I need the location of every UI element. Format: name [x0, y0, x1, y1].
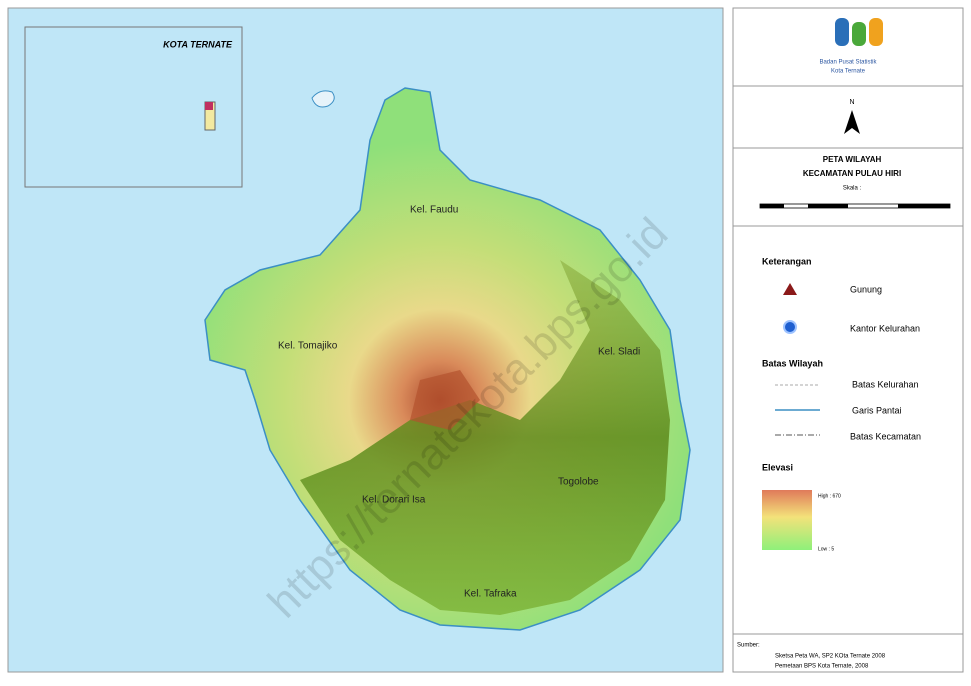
legend-symbol [783, 283, 797, 295]
logo-text: Badan Pusat Statistik [819, 60, 877, 66]
side-panel [732, 7, 964, 673]
legend-text: Batas Kelurahan [852, 379, 919, 389]
legend-text: Low : 5 [818, 546, 834, 552]
place-label: Togolobe [558, 477, 599, 488]
legend-heading: Elevasi [762, 462, 793, 472]
map-title: KECAMATAN PULAU HIRI [803, 169, 901, 178]
place-label: Kel. Faudu [410, 205, 458, 216]
logo [835, 18, 883, 46]
place-label: Kel. Tomajiko [278, 341, 338, 352]
scale-label: Skala : [843, 186, 862, 192]
source-text: Pemetaan BPS Kota Ternate, 2008 [775, 664, 869, 670]
lowland-forest [300, 260, 670, 615]
north-arrow [844, 110, 860, 134]
legend-heading: Batas Wilayah [762, 358, 823, 368]
place-label: Kel. Tafraka [464, 589, 517, 600]
logo-text: Kota Ternate [831, 69, 866, 75]
elevation-ramp [762, 490, 812, 550]
place-label: Kel. Sladi [598, 347, 640, 358]
place-label: Kel. Dorari Isa [362, 495, 426, 506]
map-title: PETA WILAYAH [823, 155, 882, 164]
legend-text: Gunung [850, 284, 882, 294]
source-heading: Sumber: [737, 643, 760, 649]
legend-symbol [783, 320, 797, 334]
inset-highlight [205, 102, 213, 110]
peak [410, 370, 480, 430]
inset-title: KOTA TERNATE [163, 39, 233, 49]
north-label: N [849, 99, 854, 106]
islet [311, 90, 335, 108]
scale-bar [759, 203, 951, 209]
legend-text: Kantor Kelurahan [850, 323, 920, 333]
legend-text: Garis Pantai [852, 405, 902, 415]
source-text: Sketsa Peta WA, SP2 KOta Ternate 2008 [775, 654, 886, 660]
legend-text: Batas Kecamatan [850, 431, 921, 441]
legend-heading: Keterangan [762, 256, 812, 266]
legend-text: High : 670 [818, 493, 841, 499]
